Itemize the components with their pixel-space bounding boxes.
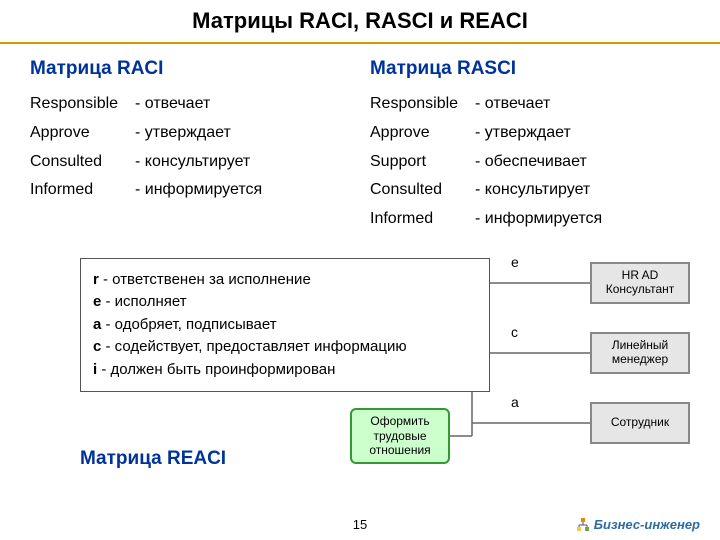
reaci-legend-line: r - ответственен за исполнение xyxy=(93,269,477,292)
raci-def-row: Approve- утверждает xyxy=(30,119,350,148)
rasci-def-row: Support- обеспечивает xyxy=(370,148,690,177)
raci-column: Матрица RACI Responsible- отвечаетApprov… xyxy=(30,58,350,234)
raci-title: Матрица RACI xyxy=(30,58,350,80)
brand-badge: Бизнес-инженер xyxy=(576,517,700,532)
rasci-def-term: Consulted xyxy=(370,176,475,205)
slide-title-bar: Матрицы RACI, RASCI и REACI xyxy=(0,0,720,44)
rasci-def-term: Informed xyxy=(370,205,475,234)
role-node-hr: HR AD Консультант xyxy=(590,262,690,304)
rasci-def-term: Approve xyxy=(370,119,475,148)
reaci-legend-line: a - одобряет, подписывает xyxy=(93,314,477,337)
org-chart-icon xyxy=(576,518,590,532)
content-area: Матрица RACI Responsible- отвечаетApprov… xyxy=(0,44,720,498)
raci-def-desc: - отвечает xyxy=(135,90,350,119)
rasci-def-desc: - обеспечивает xyxy=(475,148,690,177)
rasci-def-row: Consulted- консультирует xyxy=(370,176,690,205)
rasci-def-term: Responsible xyxy=(370,90,475,119)
rasci-def-row: Approve- утверждает xyxy=(370,119,690,148)
raci-def-term: Responsible xyxy=(30,90,135,119)
raci-def-row: Consulted- консультирует xyxy=(30,148,350,177)
two-column-definitions: Матрица RACI Responsible- отвечаетApprov… xyxy=(30,58,690,234)
reaci-legend-line: c - содействует, предоставляет информаци… xyxy=(93,336,477,359)
rasci-def-term: Support xyxy=(370,148,475,177)
reaci-legend-line: i - должен быть проинформирован xyxy=(93,359,477,382)
raci-def-desc: - консультирует xyxy=(135,148,350,177)
raci-def-desc: - информируется xyxy=(135,176,350,205)
action-label: Оформить трудовые отношения xyxy=(352,414,448,457)
role-node-manager: Линейный менеджер xyxy=(590,332,690,374)
reaci-legend-box: r - ответственен за исполнениеe - исполн… xyxy=(80,258,490,393)
reaci-diagram: r - ответственен за исполнениеe - исполн… xyxy=(30,248,690,498)
raci-def-term: Consulted xyxy=(30,148,135,177)
rasci-def-desc: - информируется xyxy=(475,205,690,234)
role-node-employee: Сотрудник xyxy=(590,402,690,444)
rasci-def-desc: - утверждает xyxy=(475,119,690,148)
reaci-legend-line: e - исполняет xyxy=(93,291,477,314)
edge-label: e xyxy=(510,254,520,270)
raci-def-row: Informed- информируется xyxy=(30,176,350,205)
raci-def-term: Informed xyxy=(30,176,135,205)
slide-title: Матрицы RACI, RASCI и REACI xyxy=(192,8,528,34)
rasci-column: Матрица RASCI Responsible- отвечаетAppro… xyxy=(370,58,690,234)
rasci-def-row: Responsible- отвечает xyxy=(370,90,690,119)
raci-def-desc: - утверждает xyxy=(135,119,350,148)
page-number: 15 xyxy=(353,517,367,532)
rasci-def-row: Informed- информируется xyxy=(370,205,690,234)
edge-label: a xyxy=(510,394,520,410)
raci-def-term: Approve xyxy=(30,119,135,148)
edge-label: c xyxy=(510,324,519,340)
action-node: Оформить трудовые отношения xyxy=(350,408,450,464)
rasci-def-desc: - отвечает xyxy=(475,90,690,119)
rasci-def-desc: - консультирует xyxy=(475,176,690,205)
raci-def-row: Responsible- отвечает xyxy=(30,90,350,119)
brand-text: Бизнес-инженер xyxy=(594,517,700,532)
rasci-title: Матрица RASCI xyxy=(370,58,690,80)
